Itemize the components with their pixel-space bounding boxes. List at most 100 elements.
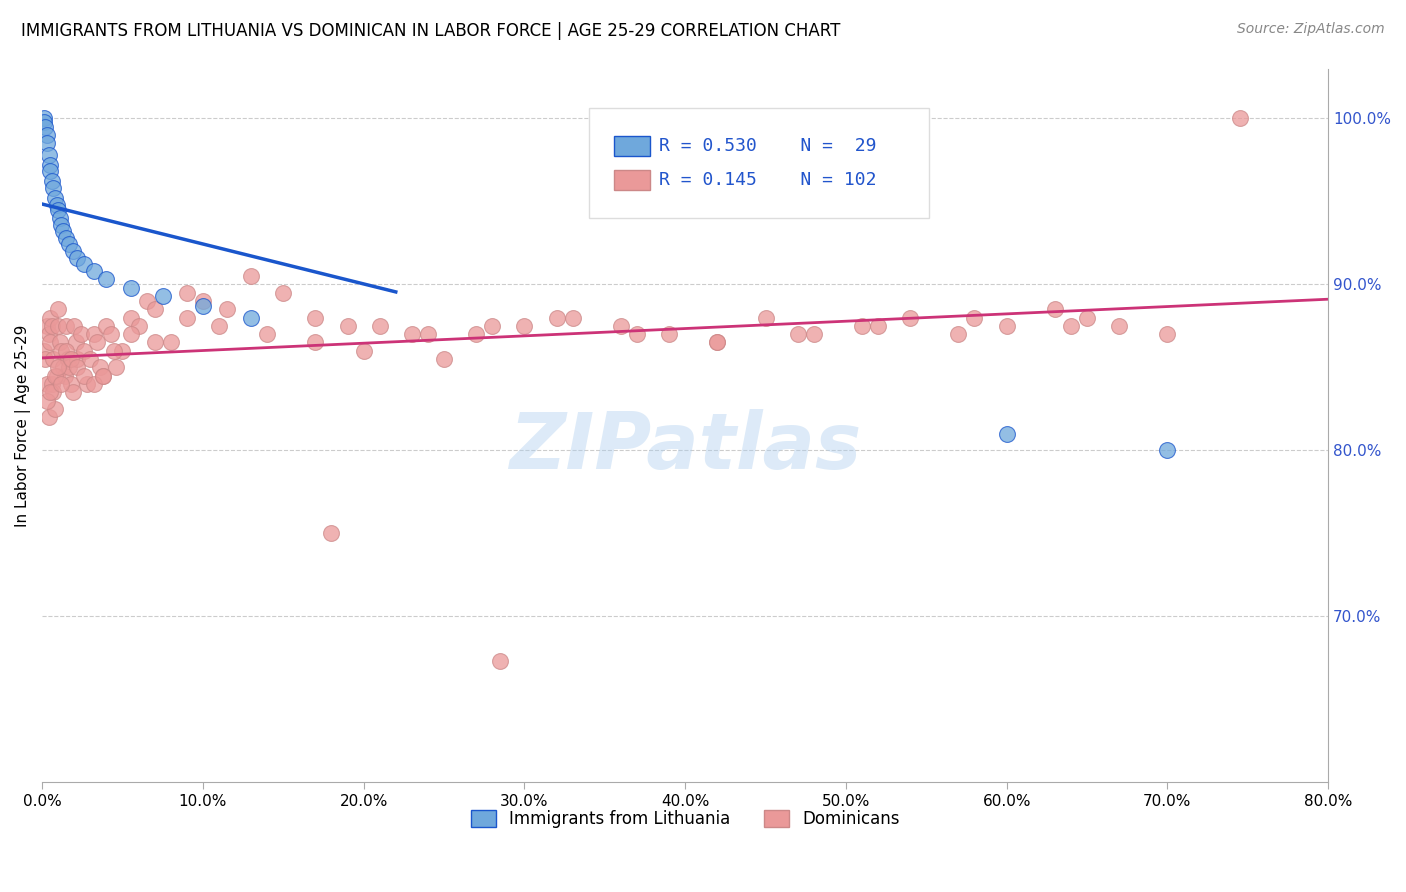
- Point: [1043, 302, 1066, 317]
- Point: [41, 318, 63, 333]
- Point: [46, 318, 69, 333]
- Point: [1108, 318, 1130, 333]
- Point: [49, 211, 72, 225]
- Point: [105, 360, 128, 375]
- Point: [1229, 112, 1251, 126]
- Point: [34, 120, 56, 134]
- Point: [706, 335, 728, 350]
- Point: [546, 310, 568, 325]
- Point: [51, 218, 73, 232]
- Point: [53, 368, 76, 383]
- Point: [55, 231, 77, 245]
- Point: [658, 327, 681, 342]
- Point: [1156, 327, 1178, 342]
- Point: [143, 335, 166, 350]
- Point: [191, 299, 214, 313]
- Point: [866, 318, 889, 333]
- Point: [240, 310, 263, 325]
- Point: [73, 343, 96, 358]
- Point: [128, 318, 150, 333]
- Point: [62, 244, 84, 259]
- Point: [159, 335, 181, 350]
- Point: [34, 352, 56, 367]
- Point: [91, 368, 114, 383]
- Point: [42, 181, 65, 195]
- Point: [39, 310, 62, 325]
- Point: [46, 302, 69, 317]
- Point: [176, 285, 198, 300]
- Point: [73, 257, 96, 271]
- Point: [56, 352, 79, 367]
- Point: [120, 280, 142, 294]
- Point: [55, 343, 77, 358]
- Point: [96, 318, 118, 333]
- Point: [39, 158, 62, 172]
- Point: [256, 327, 278, 342]
- Point: [83, 376, 105, 391]
- Point: [62, 385, 84, 400]
- Point: [111, 343, 134, 358]
- Point: [152, 289, 174, 303]
- Point: [489, 654, 512, 668]
- Point: [626, 327, 648, 342]
- Text: R = 0.145    N = 102: R = 0.145 N = 102: [659, 171, 877, 189]
- Point: [963, 310, 986, 325]
- Point: [215, 302, 238, 317]
- Point: [1076, 310, 1098, 325]
- Point: [91, 368, 114, 383]
- Point: [44, 368, 66, 383]
- Point: [38, 327, 60, 342]
- Point: [336, 318, 359, 333]
- Point: [120, 310, 142, 325]
- Point: [948, 327, 970, 342]
- Point: [353, 343, 375, 358]
- Point: [41, 174, 63, 188]
- Point: [610, 318, 633, 333]
- Point: [35, 136, 58, 151]
- Point: [39, 335, 62, 350]
- Point: [46, 202, 69, 217]
- Point: [465, 327, 488, 342]
- Point: [433, 352, 456, 367]
- Point: [46, 360, 69, 375]
- Point: [103, 343, 125, 358]
- Point: [66, 352, 89, 367]
- Point: [86, 335, 108, 350]
- Point: [304, 335, 326, 350]
- Point: [143, 302, 166, 317]
- Point: [49, 335, 72, 350]
- Point: [32, 112, 55, 126]
- Point: [44, 191, 66, 205]
- Point: [100, 327, 122, 342]
- Point: [1060, 318, 1083, 333]
- Point: [208, 318, 231, 333]
- Point: [120, 327, 142, 342]
- Point: [38, 148, 60, 162]
- Point: [240, 268, 263, 283]
- Point: [79, 352, 101, 367]
- Point: [304, 310, 326, 325]
- FancyBboxPatch shape: [614, 169, 651, 190]
- Point: [83, 264, 105, 278]
- Text: R = 0.530    N =  29: R = 0.530 N = 29: [659, 136, 877, 154]
- Point: [35, 393, 58, 408]
- Point: [65, 335, 87, 350]
- Point: [368, 318, 391, 333]
- Point: [66, 360, 89, 375]
- Legend: Immigrants from Lithuania, Dominicans: Immigrants from Lithuania, Dominicans: [464, 803, 905, 835]
- Point: [513, 318, 536, 333]
- Point: [58, 360, 80, 375]
- Point: [561, 310, 583, 325]
- Point: [321, 526, 343, 541]
- Point: [995, 318, 1018, 333]
- Point: [52, 360, 75, 375]
- Point: [38, 410, 60, 425]
- Point: [69, 327, 91, 342]
- Point: [35, 376, 58, 391]
- Y-axis label: In Labor Force | Age 25-29: In Labor Force | Age 25-29: [15, 325, 31, 526]
- Point: [416, 327, 439, 342]
- Point: [135, 293, 157, 308]
- Point: [63, 318, 86, 333]
- Point: [754, 310, 776, 325]
- Text: Source: ZipAtlas.com: Source: ZipAtlas.com: [1237, 22, 1385, 37]
